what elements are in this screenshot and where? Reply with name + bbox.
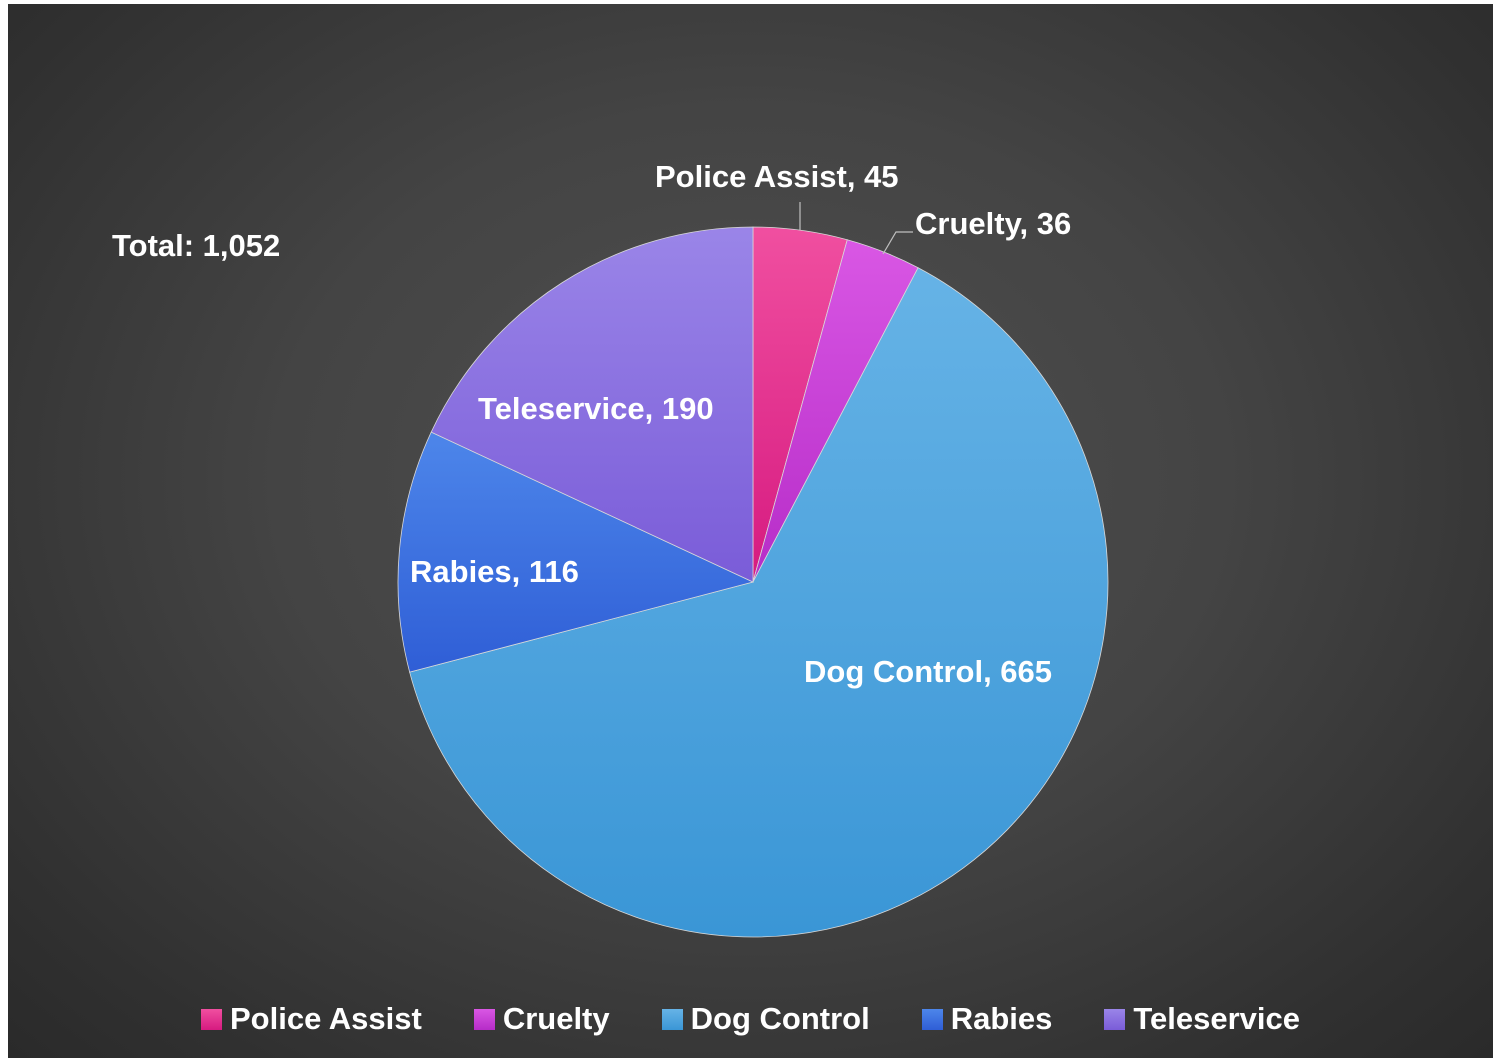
data-label-teleservice: Teleservice, 190 [478,391,714,426]
pie-slice-dog-control [409,267,1109,938]
legend-item-police-assist: Police Assist [200,1001,422,1037]
total-label: Total: 1,052 [112,228,281,263]
legend-item-teleservice: Teleservice [1104,1001,1300,1037]
pie-chart: Police Assist, 45 Cruelty, 36 Dog Control,… [397,159,1109,938]
legend-label: Police Assist [229,1001,422,1036]
legend-swatch [1104,1008,1126,1030]
data-label-cruelty: Cruelty, 36 [915,206,1071,241]
legend-label: Teleservice [1133,1001,1300,1036]
data-label-rabies: Rabies, 116 [410,554,579,589]
pie-slice-teleservice [430,226,754,583]
legend-item-cruelty: Cruelty [473,1001,610,1037]
leader-line [882,231,913,255]
legend-swatch [921,1008,943,1030]
legend-label: Cruelty [502,1001,610,1036]
legend-swatch [661,1008,683,1030]
legend: Police Assist Cruelty Dog Control Rabies Tel… [8,999,1493,1039]
legend-label: Rabies [950,1001,1053,1036]
legend-item-dog-control: Dog Control [661,1001,870,1037]
legend-label: Dog Control [690,1001,870,1036]
data-label-police-assist: Police Assist, 45 [655,159,899,194]
chart-area: Police Assist, 45 Cruelty, 36 Dog Control,… [8,4,1493,1058]
data-label-dog-control: Dog Control, 665 [804,654,1052,689]
legend-swatch [200,1008,222,1030]
legend-item-rabies: Rabies [921,1001,1053,1037]
pie-slice-rabies [397,431,755,673]
legend-swatch [473,1008,495,1030]
